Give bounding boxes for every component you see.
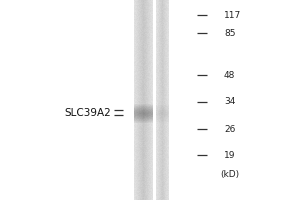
Text: 117: 117: [224, 10, 241, 20]
Text: 48: 48: [224, 71, 236, 79]
Text: 19: 19: [224, 150, 236, 160]
Text: 26: 26: [224, 124, 236, 134]
Text: (kD): (kD): [220, 170, 240, 180]
Text: 34: 34: [224, 98, 236, 106]
Text: 85: 85: [224, 28, 236, 38]
Text: SLC39A2: SLC39A2: [64, 108, 111, 118]
